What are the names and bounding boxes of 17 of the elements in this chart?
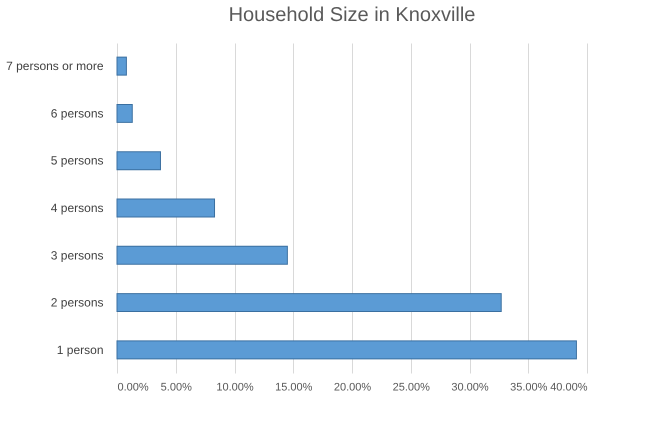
x-tick-label: 15.00% [275, 382, 313, 394]
y-tick-label: 6 persons [50, 106, 104, 120]
y-tick-label: 2 persons [50, 296, 104, 310]
y-tick-label: 3 persons [50, 248, 104, 262]
y-tick-label: 5 persons [50, 154, 104, 168]
x-tick-label: 20.00% [334, 382, 372, 394]
x-tick-label: 35.00% [510, 382, 548, 394]
y-tick-label: 4 persons [50, 201, 104, 215]
x-tick-label: 5.00% [160, 382, 192, 394]
chart-title: Household Size in Knoxville [228, 4, 476, 26]
x-tick-label: 10.00% [216, 382, 254, 394]
x-tick-label: 40.00% [550, 382, 588, 394]
x-tick-label: 25.00% [392, 382, 430, 394]
x-tick-label: 0.00% [118, 382, 149, 394]
y-tick-label: 1 person [56, 342, 104, 357]
y-tick-label: 7 persons or more [6, 59, 104, 74]
x-tick-label: 30.00% [451, 382, 489, 394]
